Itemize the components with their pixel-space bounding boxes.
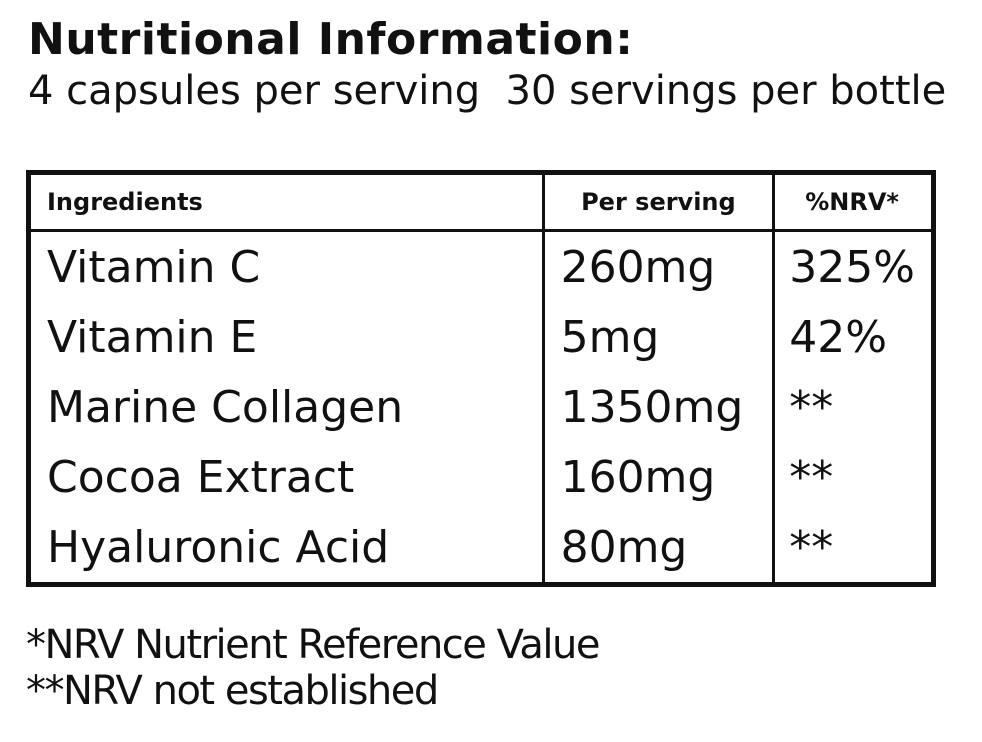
column-header: %NRV* (772, 172, 934, 232)
table-cell: 1350mg (541, 372, 774, 442)
table-cell: Marine Collagen (47, 381, 404, 433)
table-row: Cocoa Extract 160mg ** (29, 442, 934, 512)
table-cell: Vitamin C (47, 241, 261, 293)
table-row: Hyaluronic Acid 80mg ** (29, 512, 934, 585)
table-cell: 260mg (541, 230, 774, 302)
table-cell: Cocoa Extract (47, 451, 355, 503)
table-cell: 5mg (541, 302, 774, 372)
column-header: Per serving (541, 172, 774, 232)
table-cell: ** (772, 372, 934, 442)
footnote: **NRV not established (26, 668, 439, 714)
footnotes: *NRV Nutrient Reference Value **NRV not e… (26, 622, 600, 714)
table-cell: ** (772, 512, 934, 585)
table-cell: 80mg (541, 512, 774, 585)
header-row: Ingredients Per serving %NRV* (28, 172, 934, 232)
subtitle: 4 capsules per serving 30 servings per b… (28, 68, 947, 114)
column-header: Ingredients (28, 172, 544, 232)
table-cell: Vitamin E (47, 311, 258, 363)
table-cell: Hyaluronic Acid (47, 521, 390, 573)
table-row: Vitamin C 260mg 325% (29, 230, 934, 302)
nutrition-table: Ingredients Per serving %NRV* Vitamin C 260… (26, 170, 936, 587)
table-row: Vitamin E 5mg 42% (29, 302, 934, 372)
table-cell: 42% (772, 302, 934, 372)
table-row: Marine Collagen 1350mg ** (29, 372, 934, 442)
table-cell: 160mg (541, 442, 774, 512)
footnote: *NRV Nutrient Reference Value (26, 622, 600, 668)
table-cell: ** (772, 442, 934, 512)
title: Nutritional Information: (28, 14, 634, 65)
table-cell: 325% (772, 230, 934, 302)
